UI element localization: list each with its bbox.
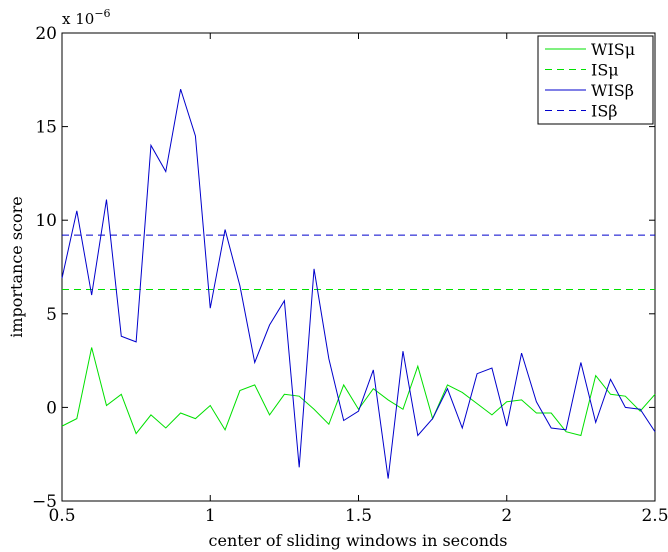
legend-label-wis-mu: WISμ [591,40,635,59]
legend-label-is-mu: ISμ [591,61,619,80]
x-tick-label: 2.5 [641,506,668,526]
y-exponent-label: x 10−6 [62,7,111,28]
x-tick-label: 2 [501,506,512,526]
y-tick-label: 20 [35,24,57,44]
series-line-wis-mu [61,347,656,437]
y-tick-label: 10 [35,211,57,231]
y-tick-label: −5 [32,492,57,512]
x-tick-label: 0.5 [48,506,75,526]
y-axis-title: importance score [7,196,26,338]
legend-label-wis-beta: WISβ [591,81,634,100]
y-tick-label: 15 [35,118,57,138]
y-tick-label: 5 [46,305,57,325]
series-line-wis-beta [61,89,656,479]
y-tick-label: 0 [46,398,57,418]
x-tick-label: 1.5 [345,506,372,526]
x-tick-label: 1 [205,506,216,526]
series-layer [61,89,656,479]
legend-label-is-beta: ISβ [591,102,618,121]
legend-box [537,35,654,125]
axis-ticks: 0.5 1 1.5 2 2.5 −5 0 5 10 15 20 [32,24,668,526]
x-axis-title: center of sliding windows in seconds [209,531,508,550]
